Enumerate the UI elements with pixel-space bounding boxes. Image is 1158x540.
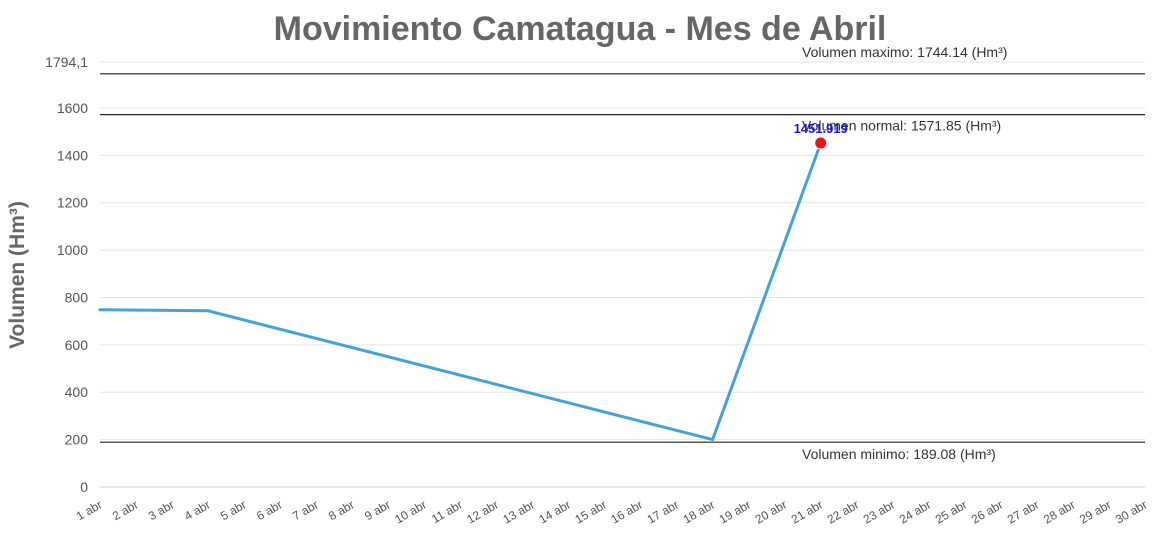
- x-tick-label: 5 abr: [218, 497, 249, 523]
- highlight-point[interactable]: [814, 136, 828, 150]
- y-tick-label: 200: [65, 432, 89, 448]
- x-tick-label: 23 abr: [861, 497, 897, 526]
- x-tick-label: 9 abr: [362, 497, 393, 523]
- x-tick-label: 7 abr: [290, 497, 321, 523]
- x-tick-label: 21 abr: [789, 497, 825, 526]
- y-axis-ticks: 0 200 400 600 800 1000 1200 1400 1600 1794,1: [45, 54, 88, 495]
- x-tick-label: 15 abr: [573, 497, 609, 526]
- y-tick-label-max: 1794,1: [45, 54, 88, 70]
- x-tick-label: 25 abr: [933, 497, 969, 526]
- x-tick-label: 30 abr: [1113, 497, 1149, 526]
- data-point: [206, 309, 210, 313]
- x-tick-label: 3 abr: [146, 497, 177, 523]
- y-tick-label: 1000: [57, 242, 88, 258]
- y-axis-label: Volumen (Hm³): [6, 201, 29, 349]
- x-tick-label: 19 abr: [717, 497, 753, 526]
- x-tick-label: 27 abr: [1005, 497, 1041, 526]
- x-tick-label: 20 abr: [753, 497, 789, 526]
- x-tick-label: 16 abr: [609, 497, 645, 526]
- data-point: [711, 438, 715, 442]
- reference-line-label: Volumen maximo: 1744.14 (Hm³): [802, 44, 1007, 60]
- x-tick-label: 24 abr: [897, 497, 933, 526]
- x-tick-label: 29 abr: [1077, 497, 1113, 526]
- x-tick-label: 14 abr: [536, 497, 572, 526]
- gridlines: [100, 61, 1145, 488]
- x-tick-label: 13 abr: [500, 497, 536, 526]
- y-tick-label: 1200: [57, 195, 88, 211]
- x-tick-label: 17 abr: [645, 497, 681, 526]
- x-tick-label: 8 abr: [326, 497, 357, 523]
- x-axis-ticks: 1 abr 2 abr 3 abr 4 abr 5 abr 6 abr 7 abr 8 abr…: [74, 497, 1150, 526]
- reference-line-label: Volumen minimo: 189.08 (Hm³): [802, 446, 996, 462]
- x-tick-label: 10 abr: [392, 497, 428, 526]
- x-tick-label: 1 abr: [74, 497, 105, 523]
- series-line: [99, 142, 823, 442]
- x-tick-label: 22 abr: [825, 497, 861, 526]
- x-tick-label: 18 abr: [681, 497, 717, 526]
- x-tick-label: 2 abr: [110, 497, 141, 523]
- x-tick-label: 6 abr: [254, 497, 285, 523]
- chart-title: Movimiento Camatagua - Mes de Abril: [274, 10, 887, 48]
- y-tick-label: 0: [80, 479, 88, 495]
- data-series: [98, 141, 823, 442]
- x-tick-label: 28 abr: [1041, 497, 1077, 526]
- x-tick-label: 11 abr: [429, 497, 465, 526]
- x-tick-label: 12 abr: [464, 497, 500, 526]
- reference-line-label: Volumen normal: 1571.85 (Hm³): [802, 118, 1001, 134]
- y-tick-label: 600: [65, 337, 89, 353]
- highlight-point-group[interactable]: 1451.919: [794, 121, 848, 150]
- y-tick-label: 1600: [57, 100, 88, 116]
- y-tick-label: 400: [65, 384, 89, 400]
- y-tick-label: 800: [65, 289, 89, 305]
- reference-lines: Volumen maximo: 1744.14 (Hm³) Volumen nor…: [100, 44, 1145, 462]
- x-tick-label: 4 abr: [182, 497, 213, 523]
- y-tick-label: 1400: [57, 147, 88, 163]
- data-point: [98, 308, 102, 312]
- x-tick-label: 26 abr: [969, 497, 1005, 526]
- point-value-label: 1451.919: [794, 121, 848, 136]
